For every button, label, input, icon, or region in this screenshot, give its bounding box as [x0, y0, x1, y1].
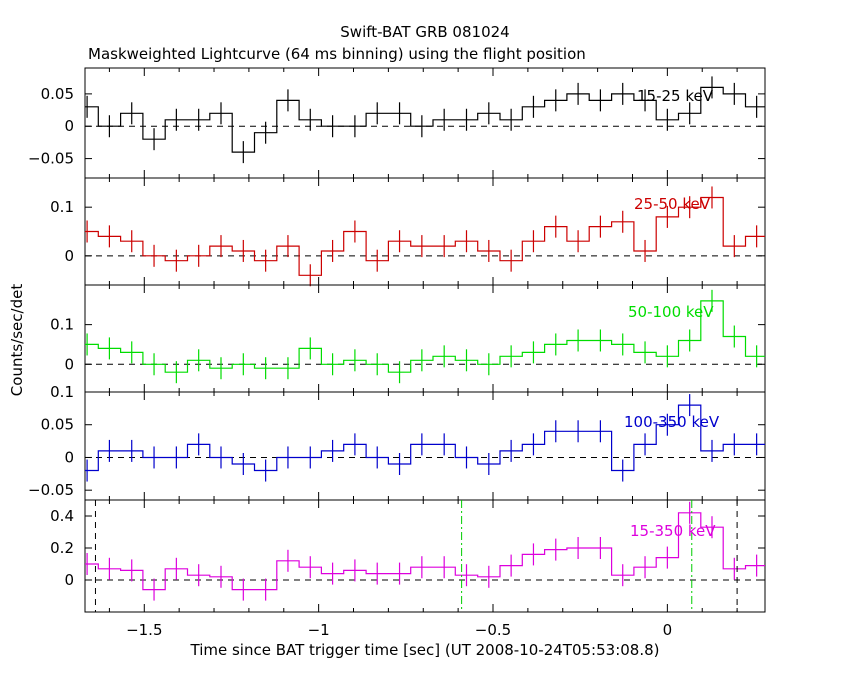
chart-subtitle: Maskweighted Lightcurve (64 ms binning) … [88, 45, 586, 63]
y-tick-label: −0.05 [28, 150, 74, 168]
y-tick-label: 0 [64, 355, 74, 373]
x-tick-label: −0.5 [475, 621, 511, 639]
x-axis-label: Time since BAT trigger time [sec] (UT 20… [190, 641, 660, 659]
x-tick-label: −1.5 [126, 621, 162, 639]
panels-group: −0.05 0 0.05 15-25 keV 0 0.1 25-50 keV 0 0.1 50-1… [28, 67, 766, 639]
panel-50-100: 0 0.1 50-100 keV [50, 284, 766, 393]
chart-title: Swift-BAT GRB 081024 [340, 23, 509, 41]
band-label: 50-100 keV [628, 303, 714, 321]
y-tick-label: 0 [64, 448, 74, 466]
panel-frame [84, 284, 766, 393]
panel-frame [84, 67, 766, 179]
band-label: 100-350 keV [624, 413, 720, 431]
y-tick-label: −0.05 [28, 481, 74, 499]
band-label: 25-50 keV [634, 195, 711, 213]
y-tick-label: 0.1 [50, 383, 74, 401]
panel-15-25: −0.05 0 0.05 15-25 keV [28, 67, 766, 179]
y-tick-label: 0.1 [50, 316, 74, 334]
y-tick-label: 0.2 [50, 539, 74, 557]
y-axis-label: Counts/sec/det [8, 284, 26, 397]
lightcurve-step-line [85, 404, 765, 472]
band-label: 15-25 keV [637, 87, 714, 105]
lightcurve-step-line [85, 196, 765, 276]
y-tick-label: 0 [64, 571, 74, 589]
x-tick-label: −1 [308, 621, 330, 639]
panel-100-350: −0.05 0 0.05 0.1 100-350 keV [28, 383, 766, 501]
y-tick-label: 0.1 [50, 198, 74, 216]
y-tick-label: 0 [64, 117, 74, 135]
y-tick-label: 0.4 [50, 507, 74, 525]
panel-frame [84, 499, 766, 613]
y-tick-label: 0.05 [41, 85, 74, 103]
y-tick-label: 0 [64, 247, 74, 265]
band-label: 15-350 keV [630, 522, 716, 540]
panel-25-50: 0 0.1 25-50 keV [50, 177, 766, 287]
panel-15-350: 0 0.2 0.4 15-350 keV −1.5 −1 −0.5 0 [50, 499, 766, 639]
x-tick-label: 0 [663, 621, 673, 639]
y-tick-label: 0.05 [41, 416, 74, 434]
